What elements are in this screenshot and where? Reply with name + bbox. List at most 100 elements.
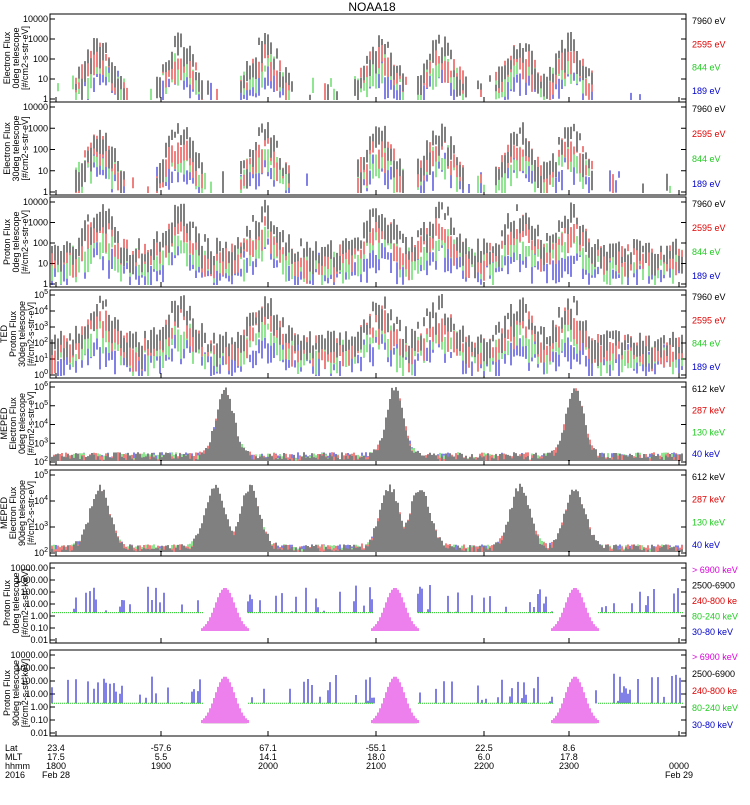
y-axis-label: [#/cm2-s-str-eV] [20, 210, 30, 274]
y-tick-label: 104 [34, 495, 48, 506]
footer-hhmm: 2200 [474, 761, 494, 771]
channel-label: 2595 eV [692, 129, 726, 139]
footer-lat: 22.5 [475, 743, 493, 753]
panel-frame [49, 469, 687, 557]
channel-label: 7960 eV [692, 292, 726, 302]
y-tick-label: 1000 [28, 218, 48, 228]
channel-label: 2595 eV [692, 223, 726, 233]
channel-label: 189 eV [692, 362, 721, 372]
y-tick-label: 102 [34, 456, 48, 467]
channel-label: 844 eV [692, 247, 721, 257]
y-tick-label: 10000.00 [10, 563, 48, 573]
y-tick-label: 100 [33, 145, 48, 155]
y-tick-label: 1000.00 [15, 663, 48, 673]
channel-label: 612 keV [692, 384, 725, 394]
footer-mlt: 5.5 [155, 752, 168, 762]
y-axis-label: 0deg telescope [11, 572, 21, 633]
channel-label: 40 keV [692, 449, 720, 459]
channel-label: 844 eV [692, 63, 721, 73]
y-axis-label: [#/cm2-s-str-eV] [20, 116, 30, 180]
y-tick-label: 10 [38, 74, 48, 84]
channel-label: > 6900 keV [692, 652, 738, 662]
footer-lat: -57.6 [151, 743, 172, 753]
y-tick-label: 1000 [28, 123, 48, 133]
y-tick-label: 100 [33, 54, 48, 64]
y-tick-label: 10 [38, 259, 48, 269]
channel-label: 7960 eV [692, 104, 726, 114]
y-tick-label: 10000 [23, 102, 48, 112]
channel-label: 2500-6900 [692, 581, 735, 591]
panel-7: 0.01 0.10 1.00 10.00 100.00 1000.00 10000.00 Pr… [2, 562, 738, 645]
y-tick-label: 1 [43, 187, 48, 197]
y-tick-label: 102 [34, 337, 48, 348]
y-axis-label: 30deg telescope [11, 115, 21, 181]
y-tick-label: 0.10 [30, 715, 48, 725]
channel-label: 130 keV [692, 427, 725, 437]
y-axis-label: 0deg telescope [11, 27, 21, 88]
y-tick-label: 104 [34, 419, 48, 430]
footer-hhmm: 2000 [258, 761, 278, 771]
panel-frame [49, 289, 687, 379]
footer-row-label: hhmm [5, 761, 30, 771]
y-tick-label: 1000 [28, 34, 48, 44]
panel-3: 1 10 100 1000 10000 Proton Flux 0deg telescope… [2, 196, 726, 289]
y-tick-label: 100.00 [20, 676, 48, 686]
chart-title: NOAA18 [348, 0, 396, 14]
footer-mlt: 18.0 [367, 752, 385, 762]
channel-label: 189 eV [692, 86, 721, 96]
y-tick-label: 100 [33, 238, 48, 248]
y-tick-label: 10000 [23, 197, 48, 207]
channel-label: 612 keV [692, 472, 725, 482]
y-tick-label: 10.00 [25, 689, 48, 699]
y-tick-label: 0.10 [30, 623, 48, 633]
y-axis-label: 0deg telescope [11, 211, 21, 272]
channel-label: 7960 eV [692, 16, 726, 26]
y-axis-label: Proton Flux [2, 218, 12, 265]
y-axis-label: TED [0, 324, 9, 343]
y-tick-label: 104 [34, 305, 48, 316]
y-tick-label: 105 [34, 400, 48, 411]
y-tick-label: 1000.00 [15, 575, 48, 585]
footer-date: Feb 28 [42, 770, 70, 780]
y-axis-label: Electron Flux [8, 486, 18, 539]
y-tick-label: 1 [43, 279, 48, 289]
panel-8: 0.01 0.10 1.00 10.00 100.00 1000.00 10000.00 Pr… [2, 649, 738, 738]
channel-label: 7960 eV [692, 199, 726, 209]
panel-frame [49, 562, 687, 644]
footer-row-label: 2016 [5, 770, 25, 780]
channel-label: 240-800 ke [692, 596, 737, 606]
y-tick-label: 1.00 [30, 702, 48, 712]
y-axis-label: 90deg telescope [17, 480, 27, 546]
series-trace-7960-ev [51, 199, 683, 279]
panel-frame [49, 13, 687, 103]
y-axis-label: 90deg telescope [11, 660, 21, 726]
footer-hhmm: 0000 [669, 761, 689, 771]
footer-mlt: 17.8 [560, 752, 578, 762]
footer-hhmm: 1800 [46, 761, 66, 771]
y-tick-label: 105 [34, 289, 48, 300]
y-axis-label: 30deg telescope [17, 301, 27, 367]
y-tick-label: 101 [34, 353, 48, 364]
panel-frame [49, 649, 687, 737]
y-tick-label: 105 [34, 469, 48, 480]
channel-label: 40 keV [692, 540, 720, 550]
y-axis-label: MEPED [0, 497, 9, 530]
footer-row-label: MLT [5, 752, 23, 762]
footer-hhmm: 1900 [151, 761, 171, 771]
panel-frame [49, 101, 687, 196]
y-axis-label: Electron Flux [2, 122, 12, 175]
y-tick-label: 100.00 [20, 587, 48, 597]
y-tick-label: 10.00 [25, 599, 48, 609]
channel-label: 30-80 keV [692, 720, 733, 730]
series-trace-7960-ev [75, 122, 668, 193]
channel-label: > 6900 keV [692, 565, 738, 575]
channel-label: 844 eV [692, 339, 721, 349]
y-axis-label: [#/cm2-s-str-eV] [26, 391, 36, 455]
y-tick-label: 10 [38, 166, 48, 176]
footer-row-label: Lat [5, 743, 18, 753]
footer-lat: 67.1 [259, 743, 277, 753]
series-trace-7960-ev [75, 32, 593, 100]
y-tick-label: 103 [34, 521, 48, 532]
